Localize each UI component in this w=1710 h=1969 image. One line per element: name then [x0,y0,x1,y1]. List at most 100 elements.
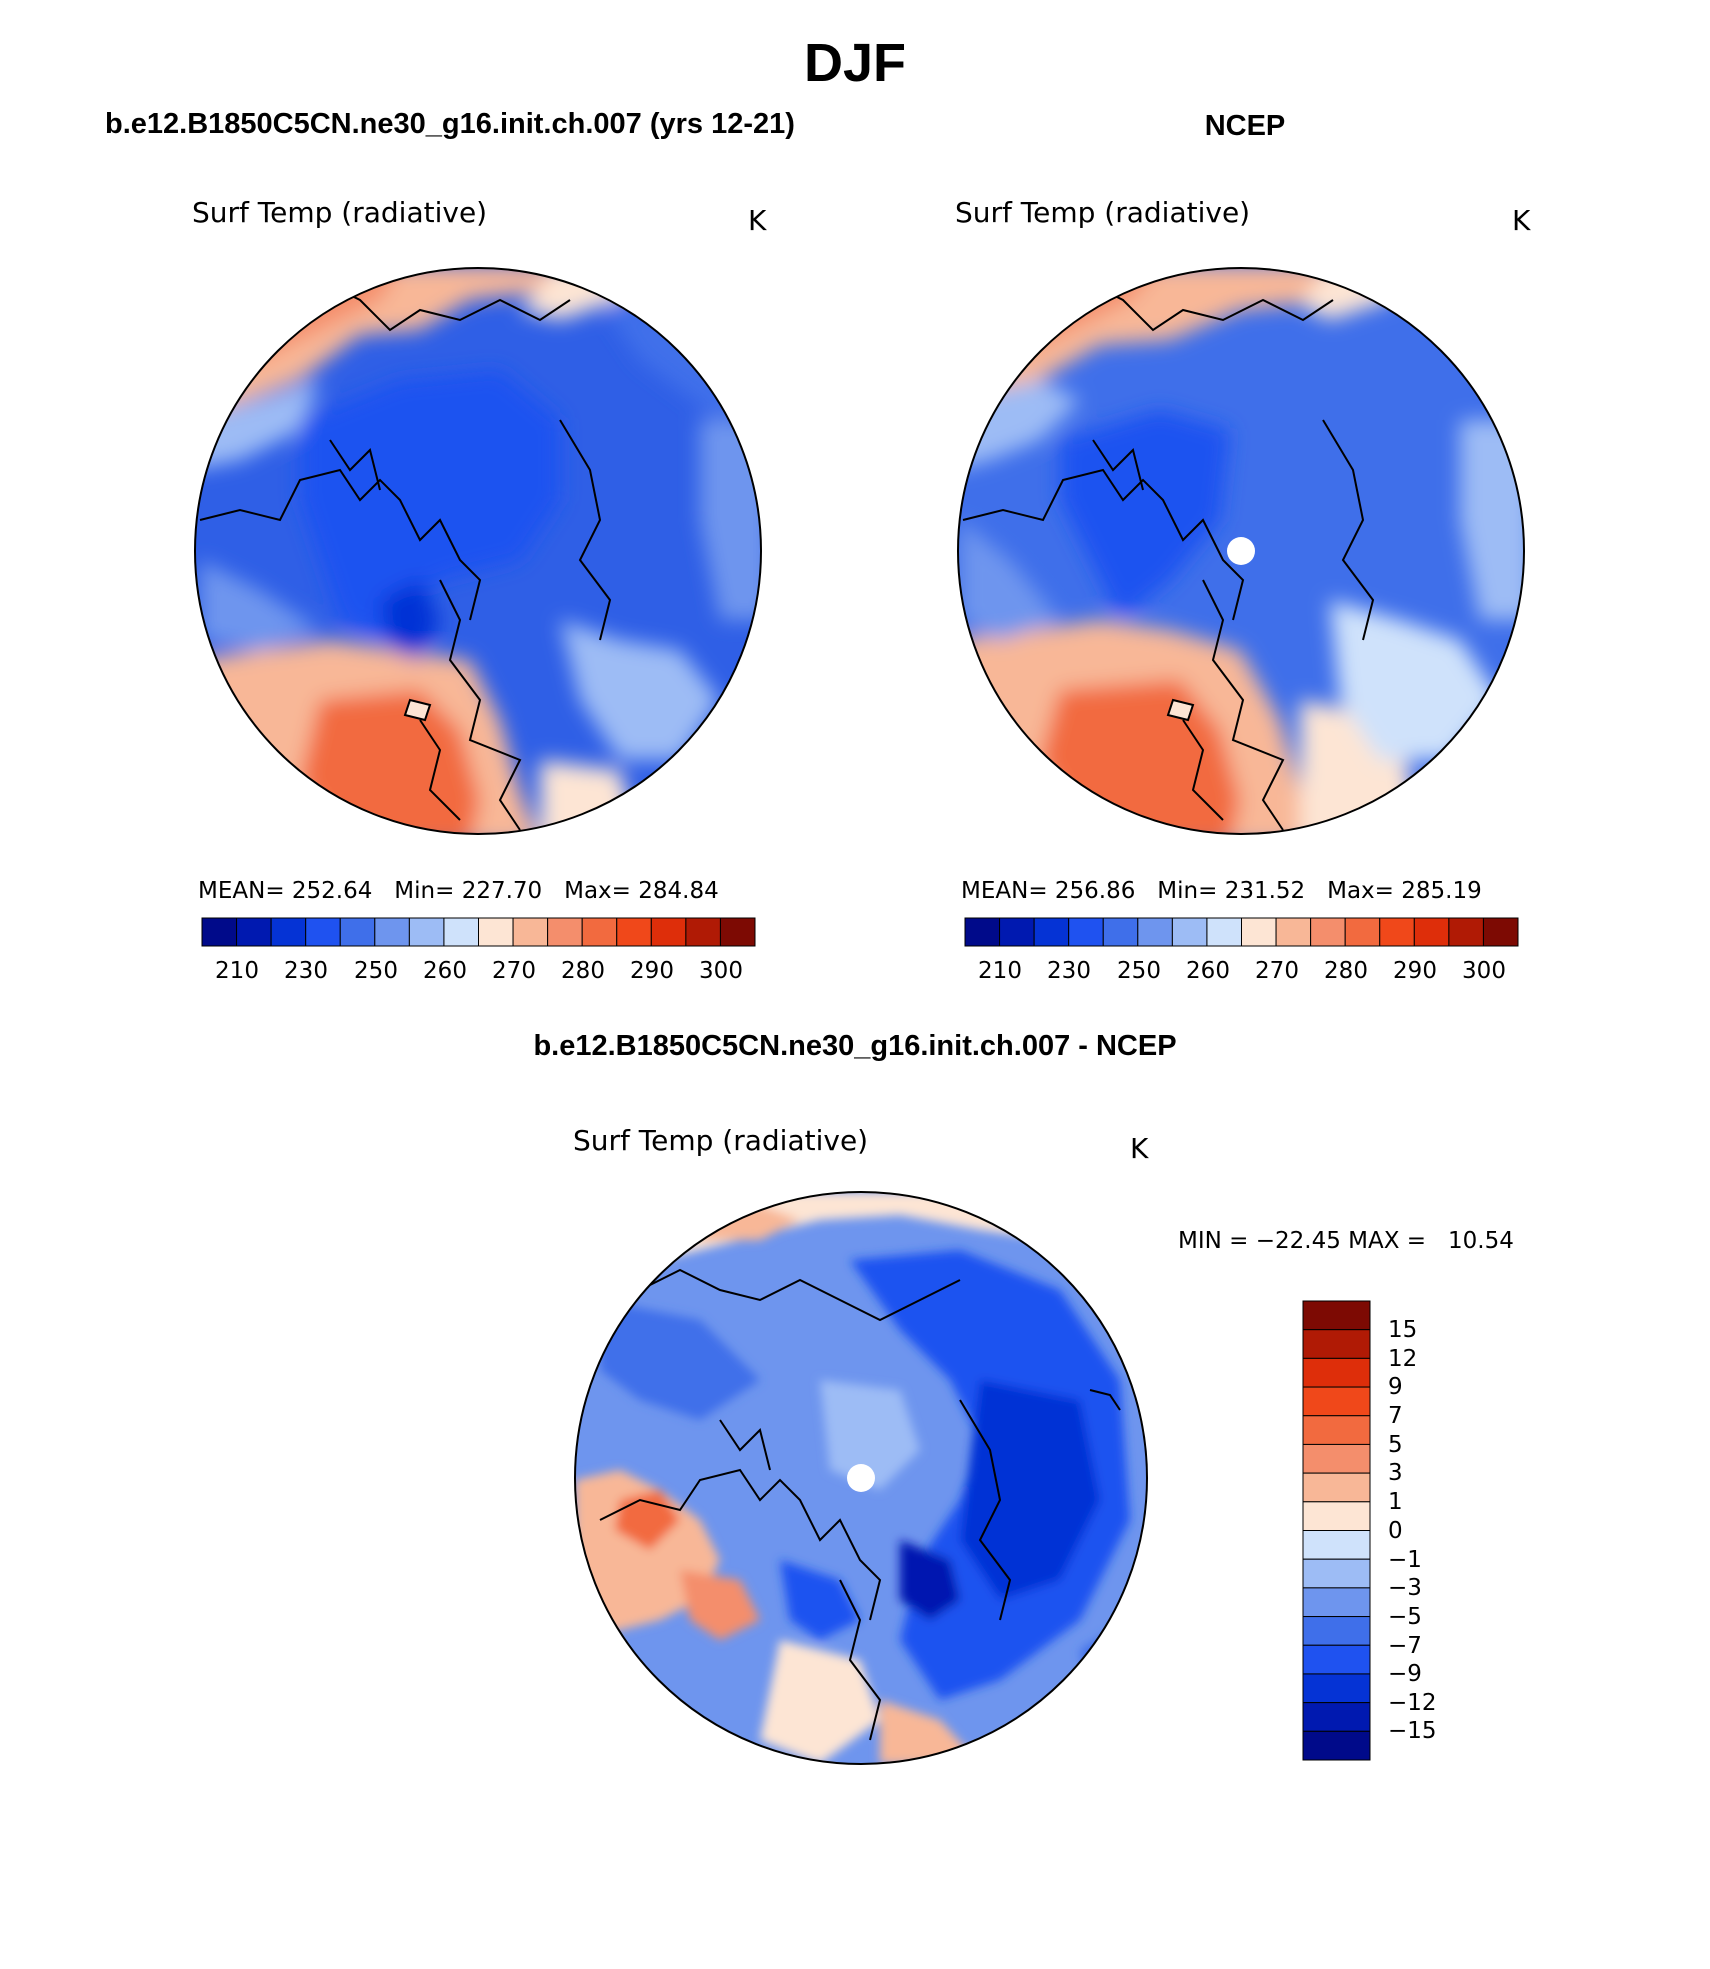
colorbar-tick: 290 [630,958,674,984]
colorbar-tick: 210 [978,958,1022,984]
colorbar-tick: 250 [1117,958,1161,984]
colorbar-swatch [443,917,479,947]
colorbar-swatch [581,917,618,947]
difference-polar-map [575,1192,1147,1764]
obs-variable-label: Surf Temp (radiative) [955,196,1251,229]
colorbar-swatch [685,917,721,947]
model-polar-map [195,268,761,834]
diff-stats: MIN = −22.45 MAX = 10.54 [1178,1228,1514,1254]
colorbar-swatch [964,917,1001,947]
colorbar-tick: 230 [284,958,328,984]
colorbar-swatch [1171,917,1208,947]
model-units-label: K [748,204,767,237]
colorbar-tick: 1 [1388,1489,1403,1515]
obs-polar-map [958,268,1524,834]
colorbar-tick: 270 [1255,958,1299,984]
colorbar-swatch [1241,917,1277,947]
colorbar-swatch [1302,1357,1371,1388]
colorbar-tick: 260 [1186,958,1230,984]
colorbar-tick: 7 [1388,1403,1403,1429]
model-panel-title: b.e12.B1850C5CN.ne30_g16.init.ch.007 (yr… [105,108,795,140]
colorbar-tick: 9 [1388,1374,1403,1400]
colorbar-tick: 290 [1393,958,1437,984]
model-variable-label: Surf Temp (radiative) [192,196,488,229]
colorbar-swatch [1102,917,1139,947]
colorbar-tick: 12 [1388,1346,1418,1372]
colorbar-tick: −12 [1388,1690,1437,1716]
colorbar-swatch [1302,1587,1371,1618]
obs-units-label: K [1512,204,1531,237]
model-stats: MEAN= 252.64 Min= 227.70 Max= 284.84 [198,878,719,904]
diff-units-label: K [1130,1132,1149,1165]
colorbar-swatch [1413,917,1450,947]
colorbar-swatch [1068,917,1104,947]
colorbar-tick: −7 [1388,1633,1422,1659]
colorbar-swatch [374,917,410,947]
colorbar-swatch [1448,917,1484,947]
colorbar-swatch [1310,917,1346,947]
colorbar-swatch [1033,917,1070,947]
colorbar-swatch [1302,1501,1371,1531]
colorbar-swatch [1275,917,1312,947]
colorbar-tick: −3 [1388,1575,1422,1601]
colorbar-swatch [1137,917,1173,947]
colorbar-swatch [270,917,307,947]
colorbar-swatch [1302,1702,1371,1732]
colorbar-swatch [1482,917,1519,947]
colorbar-swatch [236,917,272,947]
colorbar-swatch [1302,1730,1371,1761]
colorbar-swatch [1206,917,1242,947]
colorbar-swatch [512,917,549,947]
obs-stats: MEAN= 256.86 Min= 231.52 Max= 285.19 [961,878,1482,904]
colorbar-tick: −5 [1388,1604,1422,1630]
colorbar-swatch [1302,1558,1371,1589]
colorbar-swatch [1302,1386,1371,1417]
obs-colorbar [964,917,1519,947]
colorbar-swatch [1302,1530,1371,1560]
colorbar-tick: 260 [423,958,467,984]
colorbar-swatch [1302,1443,1371,1474]
colorbar-swatch [719,917,756,947]
colorbar-tick: −1 [1388,1547,1422,1573]
colorbar-swatch [201,917,238,947]
colorbar-swatch [999,917,1035,947]
colorbar-swatch [1379,917,1415,947]
colorbar-tick: 0 [1388,1518,1403,1544]
colorbar-swatch [1302,1415,1371,1445]
colorbar-swatch [339,917,376,947]
diff-variable-label: Surf Temp (radiative) [573,1124,869,1157]
colorbar-tick: 230 [1047,958,1091,984]
colorbar-swatch [1302,1472,1371,1503]
colorbar-swatch [1302,1644,1371,1675]
colorbar-tick: 300 [699,958,743,984]
colorbar-swatch [1302,1616,1371,1646]
colorbar-tick: 280 [561,958,605,984]
colorbar-swatch [1344,917,1381,947]
colorbar-tick: 250 [354,958,398,984]
colorbar-tick: −15 [1388,1718,1437,1744]
obs-panel-title: NCEP [1204,110,1286,142]
colorbar-swatch [1302,1329,1371,1359]
colorbar-swatch [408,917,445,947]
colorbar-swatch [547,917,583,947]
colorbar-tick: 300 [1462,958,1506,984]
colorbar-tick: 3 [1388,1460,1403,1486]
model-colorbar [201,917,756,947]
colorbar-tick: 280 [1324,958,1368,984]
colorbar-swatch [478,917,514,947]
colorbar-swatch [1302,1673,1371,1704]
difference-panel-title: b.e12.B1850C5CN.ne30_g16.init.ch.007 - N… [533,1030,1177,1062]
difference-colorbar [1302,1300,1371,1761]
colorbar-tick: −9 [1388,1661,1422,1687]
pole-hole-marker [847,1464,875,1492]
figure-title: DJF [803,33,906,93]
colorbar-swatch [1302,1300,1371,1331]
pole-hole-marker [1227,537,1255,565]
colorbar-tick: 210 [215,958,259,984]
colorbar-tick: 15 [1388,1317,1418,1343]
colorbar-tick: 5 [1388,1432,1403,1458]
colorbar-swatch [650,917,687,947]
colorbar-swatch [616,917,652,947]
colorbar-swatch [305,917,341,947]
